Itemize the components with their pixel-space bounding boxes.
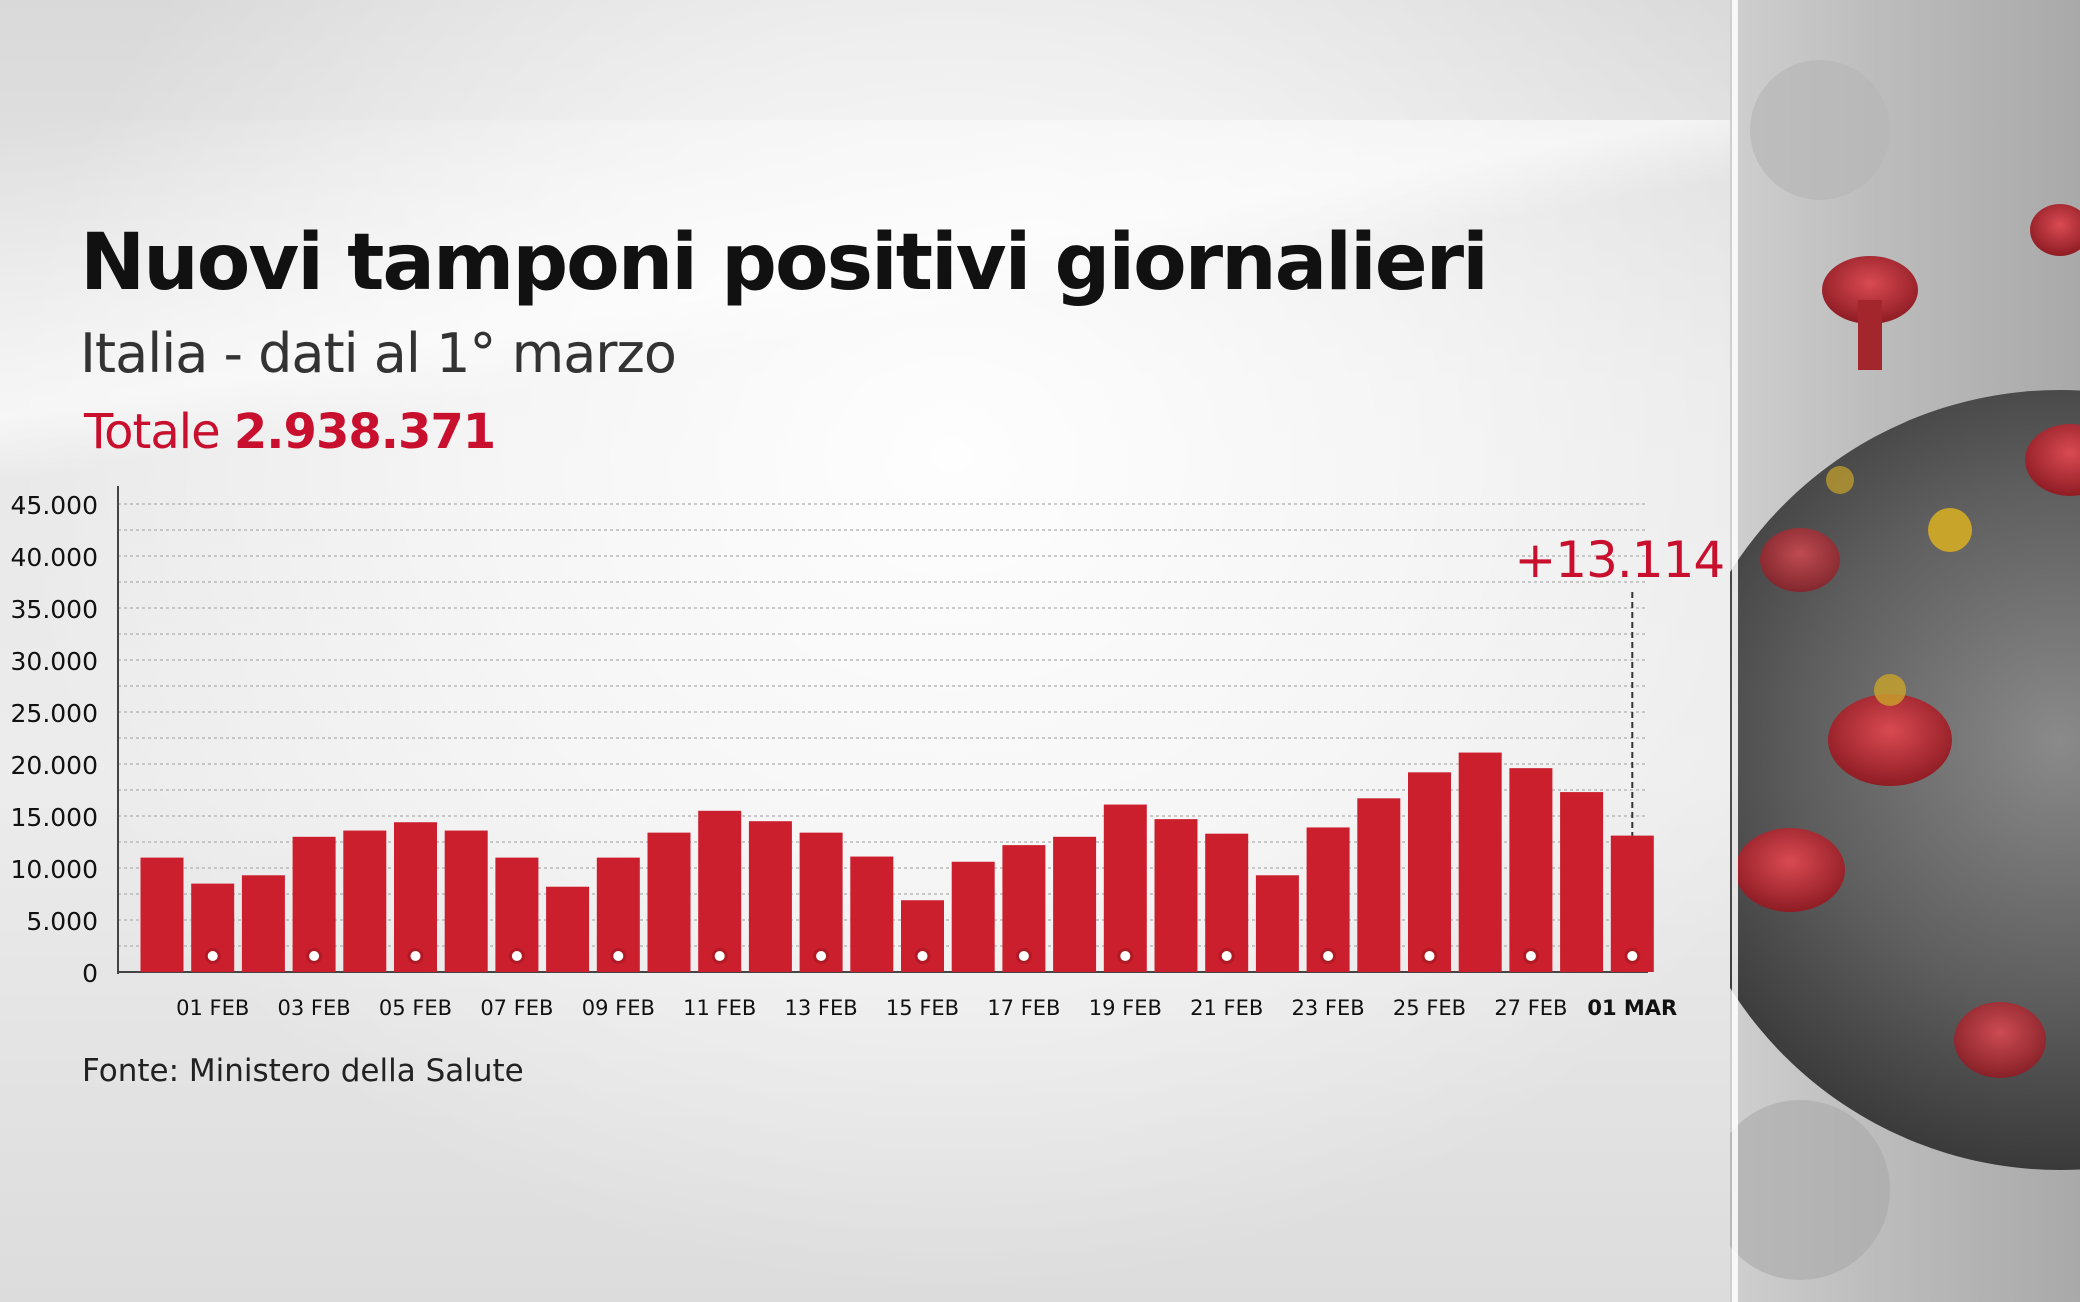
x-tick-label: 01 FEB bbox=[176, 996, 249, 1020]
bar-chart: 0 5.000 10.000 15.000 20.000 25.000 30.000 35.0… bbox=[11, 486, 1725, 1020]
x-tick-marker bbox=[1015, 948, 1032, 964]
panel-divider bbox=[1732, 0, 1738, 1302]
y-axis-labels: 0 5.000 10.000 15.000 20.000 25.000 30.000 35.0… bbox=[11, 491, 98, 988]
bar bbox=[241, 875, 285, 972]
highlight-annotation: +13.114 bbox=[1514, 531, 1725, 836]
bar bbox=[1103, 804, 1147, 972]
y-tick-label: 45.000 bbox=[11, 491, 98, 520]
x-tick-label: 05 FEB bbox=[379, 996, 452, 1020]
background-wave bbox=[0, 120, 1730, 480]
x-tick-label: 19 FEB bbox=[1089, 996, 1162, 1020]
x-axis-labels: 01 FEB 03 FEB 05 FEB 07 FEB 09 FEB 11 FEB 13 F… bbox=[176, 948, 1677, 1020]
bar bbox=[343, 830, 387, 972]
y-tick-label: 20.000 bbox=[11, 751, 98, 780]
x-tick-marker bbox=[1117, 948, 1134, 964]
x-tick-marker bbox=[1421, 948, 1438, 964]
bar bbox=[1458, 752, 1502, 972]
x-tick-label: 07 FEB bbox=[480, 996, 553, 1020]
x-tick-marker bbox=[204, 948, 221, 964]
x-tick-label: 27 FEB bbox=[1494, 996, 1567, 1020]
bar bbox=[444, 830, 488, 972]
x-tick-label: 09 FEB bbox=[582, 996, 655, 1020]
bar bbox=[394, 822, 437, 972]
x-tick-label: 25 FEB bbox=[1393, 996, 1466, 1020]
x-tick-label: 11 FEB bbox=[683, 996, 756, 1020]
total-value: 2.938.371 bbox=[233, 404, 496, 460]
bar bbox=[1053, 836, 1097, 972]
bar bbox=[140, 857, 184, 972]
bar bbox=[850, 856, 894, 972]
y-tick-label: 35.000 bbox=[11, 595, 98, 624]
source-note: Fonte: Ministero della Salute bbox=[82, 1053, 524, 1089]
virus-image-panel bbox=[1730, 0, 2080, 1302]
bar bbox=[698, 810, 742, 972]
bar bbox=[1509, 768, 1553, 972]
virus-illustration bbox=[1730, 60, 2080, 1280]
x-tick-marker bbox=[1522, 948, 1539, 964]
bar bbox=[1154, 819, 1198, 972]
x-tick-marker bbox=[407, 948, 424, 964]
y-tick-label: 15.000 bbox=[11, 803, 98, 832]
y-tick-label: 0 bbox=[82, 959, 98, 988]
chart-subtitle: Italia - dati al 1° marzo bbox=[80, 322, 677, 385]
bar bbox=[546, 886, 590, 972]
x-tick-label: 21 FEB bbox=[1190, 996, 1263, 1020]
bar bbox=[951, 861, 995, 972]
bar bbox=[1357, 798, 1401, 972]
bar bbox=[1306, 827, 1350, 972]
x-tick-marker bbox=[1320, 948, 1337, 964]
x-tick-marker bbox=[813, 948, 830, 964]
x-tick-marker bbox=[508, 948, 525, 964]
x-tick-label: 13 FEB bbox=[785, 996, 858, 1020]
y-tick-label: 10.000 bbox=[11, 855, 98, 884]
total-label: Totale bbox=[84, 404, 221, 460]
x-tick-marker bbox=[1624, 948, 1641, 964]
highlight-label: +13.114 bbox=[1514, 531, 1724, 589]
x-tick-label: 15 FEB bbox=[886, 996, 959, 1020]
bars bbox=[140, 752, 1654, 972]
bar bbox=[748, 821, 792, 972]
x-tick-label: 03 FEB bbox=[278, 996, 351, 1020]
total-line: Totale 2.938.371 bbox=[84, 404, 496, 460]
x-tick-marker bbox=[1218, 948, 1235, 964]
x-tick-marker bbox=[306, 948, 323, 964]
bar bbox=[647, 832, 691, 972]
y-tick-label: 25.000 bbox=[11, 699, 98, 728]
bar bbox=[1408, 772, 1451, 972]
bar bbox=[1560, 792, 1604, 972]
y-tick-label: 40.000 bbox=[11, 543, 98, 572]
x-tick-marker bbox=[610, 948, 627, 964]
chart-title: Nuovi tamponi positivi giornalieri bbox=[80, 218, 1489, 308]
x-tick-label: 17 FEB bbox=[987, 996, 1060, 1020]
bar bbox=[1255, 875, 1299, 972]
y-tick-label: 5.000 bbox=[26, 907, 98, 936]
x-tick-label: 23 FEB bbox=[1292, 996, 1365, 1020]
x-tick-marker bbox=[711, 948, 728, 964]
x-tick-label: 01 MAR bbox=[1587, 996, 1677, 1020]
y-tick-label: 30.000 bbox=[11, 647, 98, 676]
x-tick-marker bbox=[914, 948, 931, 964]
